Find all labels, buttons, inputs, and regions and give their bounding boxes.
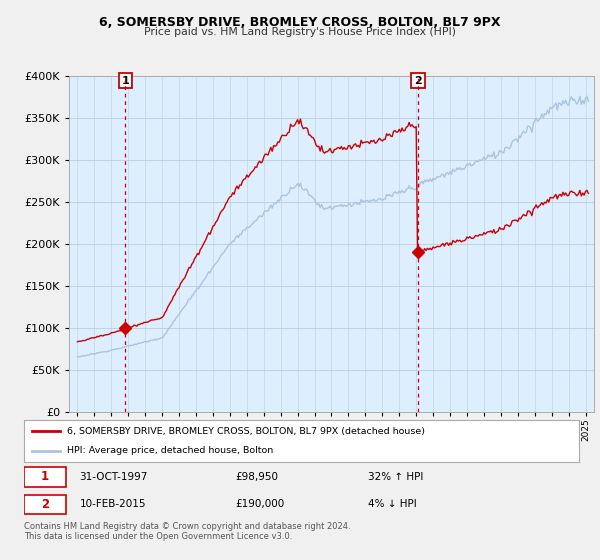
Text: £98,950: £98,950 xyxy=(235,472,278,482)
Text: 32% ↑ HPI: 32% ↑ HPI xyxy=(368,472,424,482)
Text: 1: 1 xyxy=(41,470,49,483)
Text: 2: 2 xyxy=(41,498,49,511)
Text: 2: 2 xyxy=(414,76,422,86)
Text: 4% ↓ HPI: 4% ↓ HPI xyxy=(368,500,417,509)
Text: 6, SOMERSBY DRIVE, BROMLEY CROSS, BOLTON, BL7 9PX: 6, SOMERSBY DRIVE, BROMLEY CROSS, BOLTON… xyxy=(99,16,501,29)
Text: Contains HM Land Registry data © Crown copyright and database right 2024.
This d: Contains HM Land Registry data © Crown c… xyxy=(24,522,350,542)
Text: 6, SOMERSBY DRIVE, BROMLEY CROSS, BOLTON, BL7 9PX (detached house): 6, SOMERSBY DRIVE, BROMLEY CROSS, BOLTON… xyxy=(67,427,425,436)
FancyBboxPatch shape xyxy=(24,494,65,514)
FancyBboxPatch shape xyxy=(24,467,65,487)
Text: 31-OCT-1997: 31-OCT-1997 xyxy=(79,472,148,482)
Text: £190,000: £190,000 xyxy=(235,500,284,509)
Text: 10-FEB-2015: 10-FEB-2015 xyxy=(79,500,146,509)
Text: Price paid vs. HM Land Registry's House Price Index (HPI): Price paid vs. HM Land Registry's House … xyxy=(144,27,456,37)
Text: 1: 1 xyxy=(122,76,129,86)
Text: HPI: Average price, detached house, Bolton: HPI: Average price, detached house, Bolt… xyxy=(67,446,274,455)
